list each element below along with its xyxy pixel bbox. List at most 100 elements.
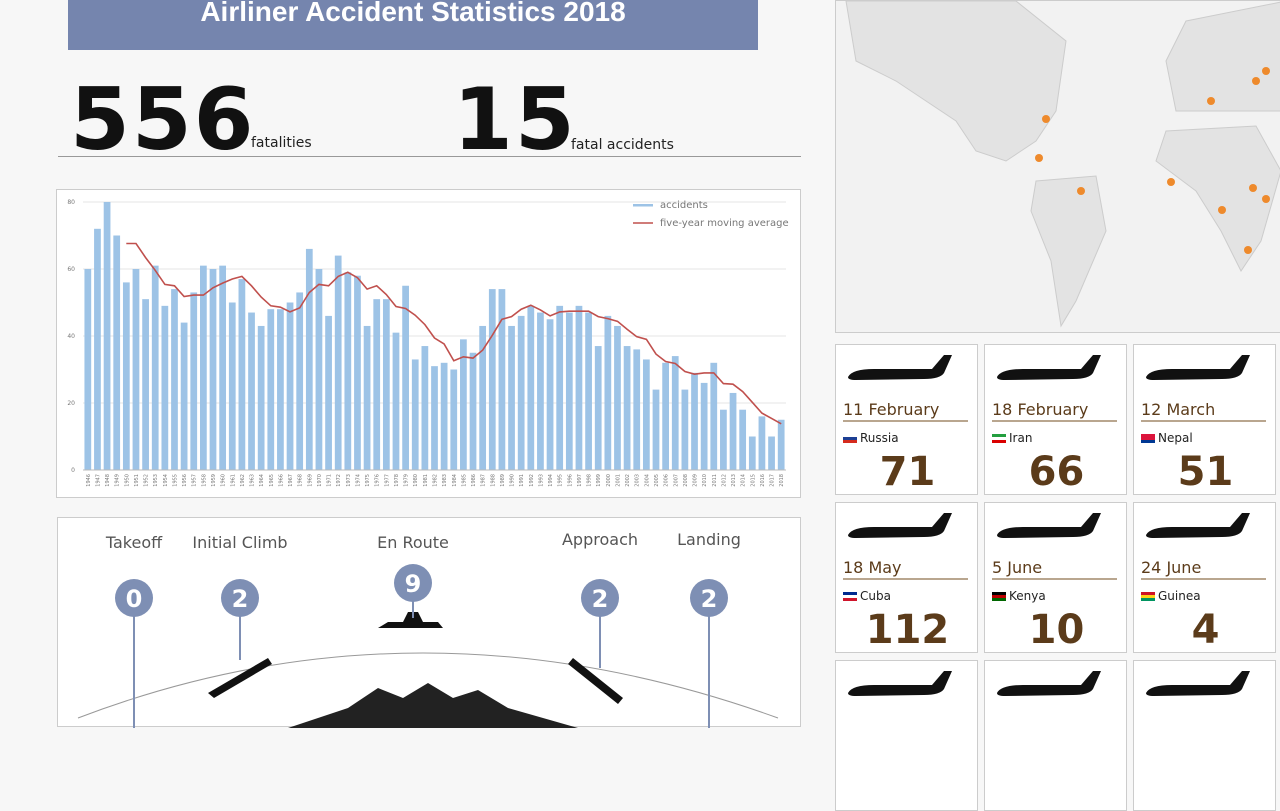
plane-icon <box>208 658 272 698</box>
bar <box>691 372 698 470</box>
x-tick-label: 1979 <box>404 474 410 487</box>
phase-diagram: Takeoff 0 Initial Climb 2 En Route 9 Approach 2… <box>77 530 779 728</box>
bar <box>700 382 708 470</box>
bar <box>662 362 669 470</box>
phase-label: Initial Climb <box>192 533 287 552</box>
bar <box>200 265 207 470</box>
plane-holder <box>993 511 1103 549</box>
x-tick-label: 1987 <box>481 474 487 487</box>
bar <box>710 362 718 470</box>
legend-label: five-year moving average <box>660 218 789 229</box>
incident-fatalities: 71 <box>879 449 936 495</box>
phase-label: En Route <box>377 533 449 552</box>
title: Airliner Accident Statistics 2018 <box>200 0 626 27</box>
incident-country: Iran <box>1009 431 1033 445</box>
bar <box>440 362 448 470</box>
bar <box>421 346 429 470</box>
bar <box>84 269 92 470</box>
incident-fatalities: 10 <box>1028 607 1085 653</box>
bar <box>488 289 496 470</box>
bar <box>151 265 159 470</box>
bar <box>537 312 544 470</box>
incident-fatalities: 112 <box>865 607 950 653</box>
x-tick-label: 1964 <box>259 474 265 487</box>
plane-holder <box>844 669 954 707</box>
phase-badge <box>690 579 728 617</box>
bar <box>209 269 217 470</box>
incident-card: 11 February Russia 71 <box>835 344 978 495</box>
incident-date: 24 June <box>1141 558 1266 580</box>
x-tick-label: 2017 <box>770 474 776 487</box>
bar <box>122 282 130 470</box>
bar <box>161 305 169 470</box>
x-tick-label: 1989 <box>500 474 506 487</box>
incident-grid: 11 February Russia 71 18 February Iran 66 12 M… <box>835 344 1280 811</box>
plane-icon <box>1146 671 1250 696</box>
stat-label: fatalities <box>251 135 312 151</box>
x-tick-label: 2002 <box>625 474 631 487</box>
x-tick-label: 1963 <box>250 474 256 487</box>
mountains <box>288 683 578 728</box>
phase-count: 2 <box>701 585 718 613</box>
x-tick-label: 1973 <box>346 474 352 487</box>
x-tick-label: 1972 <box>336 474 342 487</box>
map-panel <box>835 0 1280 333</box>
x-tick-label: 1999 <box>596 474 602 487</box>
bar <box>450 369 458 470</box>
bar <box>585 312 592 470</box>
x-tick-label: 1986 <box>471 474 477 487</box>
x-tick-label: 1994 <box>548 474 554 487</box>
incident-card: 24 June Guinea 4 <box>1133 502 1276 653</box>
chart-panel: 0 20 40 60 80 1946 1947 1948 1949 1950 1951 1952 195… <box>56 189 801 498</box>
stat-label: fatal accidents <box>571 137 674 153</box>
incident-date: 18 February <box>992 400 1117 422</box>
title-banner: Airliner Accident Statistics 2018 <box>68 0 758 50</box>
y-tick-label: 0 <box>71 467 75 474</box>
x-tick-label: 1984 <box>452 474 458 487</box>
bar <box>257 325 265 470</box>
x-tick-label: 1965 <box>269 474 275 487</box>
x-tick-label: 2018 <box>779 474 785 487</box>
bar <box>517 315 525 470</box>
bar <box>325 315 332 470</box>
plane-holder <box>1142 669 1252 707</box>
bar <box>373 299 381 470</box>
x-tick-label: 2003 <box>635 474 641 487</box>
bar <box>392 332 400 470</box>
bar <box>248 312 255 470</box>
x-tick-label: 1966 <box>278 474 284 487</box>
x-tick-label: 1993 <box>538 474 544 487</box>
plane-holder <box>1142 511 1252 549</box>
plane-holder <box>993 353 1103 391</box>
bar <box>142 299 149 470</box>
bar <box>642 359 650 470</box>
y-tick-label: 20 <box>67 400 75 407</box>
bar <box>768 436 775 470</box>
bar <box>614 325 621 470</box>
bar <box>508 325 515 470</box>
x-tick-label: 1959 <box>211 474 217 487</box>
bar <box>546 319 554 470</box>
x-tick-label: 2016 <box>760 474 766 487</box>
bar <box>652 389 660 470</box>
bar <box>190 292 198 470</box>
flag <box>1141 592 1155 601</box>
phase-label: Approach <box>562 530 638 549</box>
bar <box>720 409 727 470</box>
continent <box>1165 1 1280 112</box>
bar <box>748 436 756 470</box>
x-tick-label: 1961 <box>230 474 236 487</box>
plane-holder <box>844 511 954 549</box>
bar <box>171 289 178 470</box>
incident-date: 12 March <box>1141 400 1266 422</box>
plane-icon <box>997 671 1101 696</box>
plane-icon <box>997 513 1101 538</box>
x-tick-label: 1957 <box>192 474 198 487</box>
x-tick-label: 2004 <box>644 474 650 487</box>
continent <box>1155 125 1280 272</box>
x-tick-label: 2014 <box>741 474 747 487</box>
incident-country: Guinea <box>1158 589 1201 603</box>
bar <box>132 269 140 470</box>
flag <box>1141 434 1155 443</box>
incident-country: Kenya <box>1009 589 1046 603</box>
